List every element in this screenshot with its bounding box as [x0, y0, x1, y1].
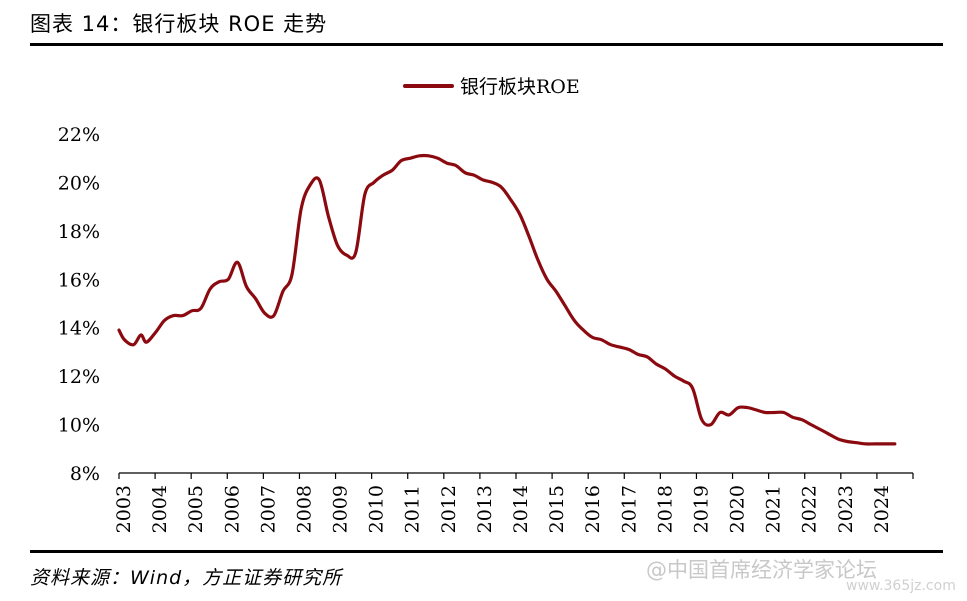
plot-area	[117, 153, 897, 446]
x-tick-label: 2011	[402, 485, 424, 533]
x-tick-label: 2024	[871, 485, 893, 533]
x-tick-label: 2019	[690, 485, 712, 533]
x-tick-label: 2018	[654, 485, 676, 533]
figure-title: 图表 14：银行板块 ROE 走势	[30, 12, 328, 36]
chart-legend: 银行板块ROE	[403, 76, 580, 98]
x-tick-label: 2005	[185, 485, 207, 533]
top-rule	[30, 43, 943, 46]
x-tick-label: 2022	[799, 485, 821, 533]
legend-label: 银行板块ROE	[460, 76, 580, 98]
x-tick-label: 2017	[618, 485, 640, 533]
y-tick-label: 8%	[70, 463, 100, 485]
x-tick-label: 2012	[438, 485, 460, 533]
y-tick-label: 14%	[58, 318, 100, 340]
roe-line-chart: 银行板块ROE 8% 10% 12% 14% 16% 18% 20% 22% 2003 2004…	[58, 76, 914, 533]
y-tick-label: 20%	[58, 172, 100, 194]
x-tick-label: 2023	[835, 485, 857, 533]
x-axis: 2003 2004 2005 2006 2007 2008 2009 2010 2011 2012…	[113, 472, 914, 533]
y-tick-label: 18%	[58, 221, 100, 243]
y-tick-label: 22%	[58, 124, 100, 146]
x-tick-label: 2006	[221, 485, 243, 533]
x-tick-label: 2008	[293, 485, 315, 533]
x-tick-label: 2009	[330, 485, 352, 533]
x-tick-label: 2020	[727, 485, 749, 533]
x-tick-label: 2004	[149, 485, 171, 533]
y-tick-label: 10%	[58, 415, 100, 437]
x-tick-label: 2014	[510, 485, 532, 533]
x-tick-label: 2007	[257, 485, 279, 533]
watermark-url: www.365jz.com	[846, 578, 956, 594]
y-axis: 8% 10% 12% 14% 16% 18% 20% 22%	[58, 124, 100, 485]
x-tick-label: 2003	[113, 485, 135, 533]
roe-series-line	[117, 153, 897, 446]
x-tick-label: 2010	[366, 485, 388, 533]
x-tick-label: 2016	[582, 485, 604, 533]
x-tick-label: 2013	[474, 485, 496, 533]
y-tick-label: 12%	[58, 366, 100, 388]
x-tick-label: 2021	[763, 485, 785, 533]
source-note: 资料来源：Wind，方正证券研究所	[30, 567, 343, 589]
bottom-rule	[30, 550, 943, 553]
watermark-text: @中国首席经济学家论坛	[646, 558, 877, 582]
x-tick-label: 2015	[546, 485, 568, 533]
y-tick-label: 16%	[58, 269, 100, 291]
